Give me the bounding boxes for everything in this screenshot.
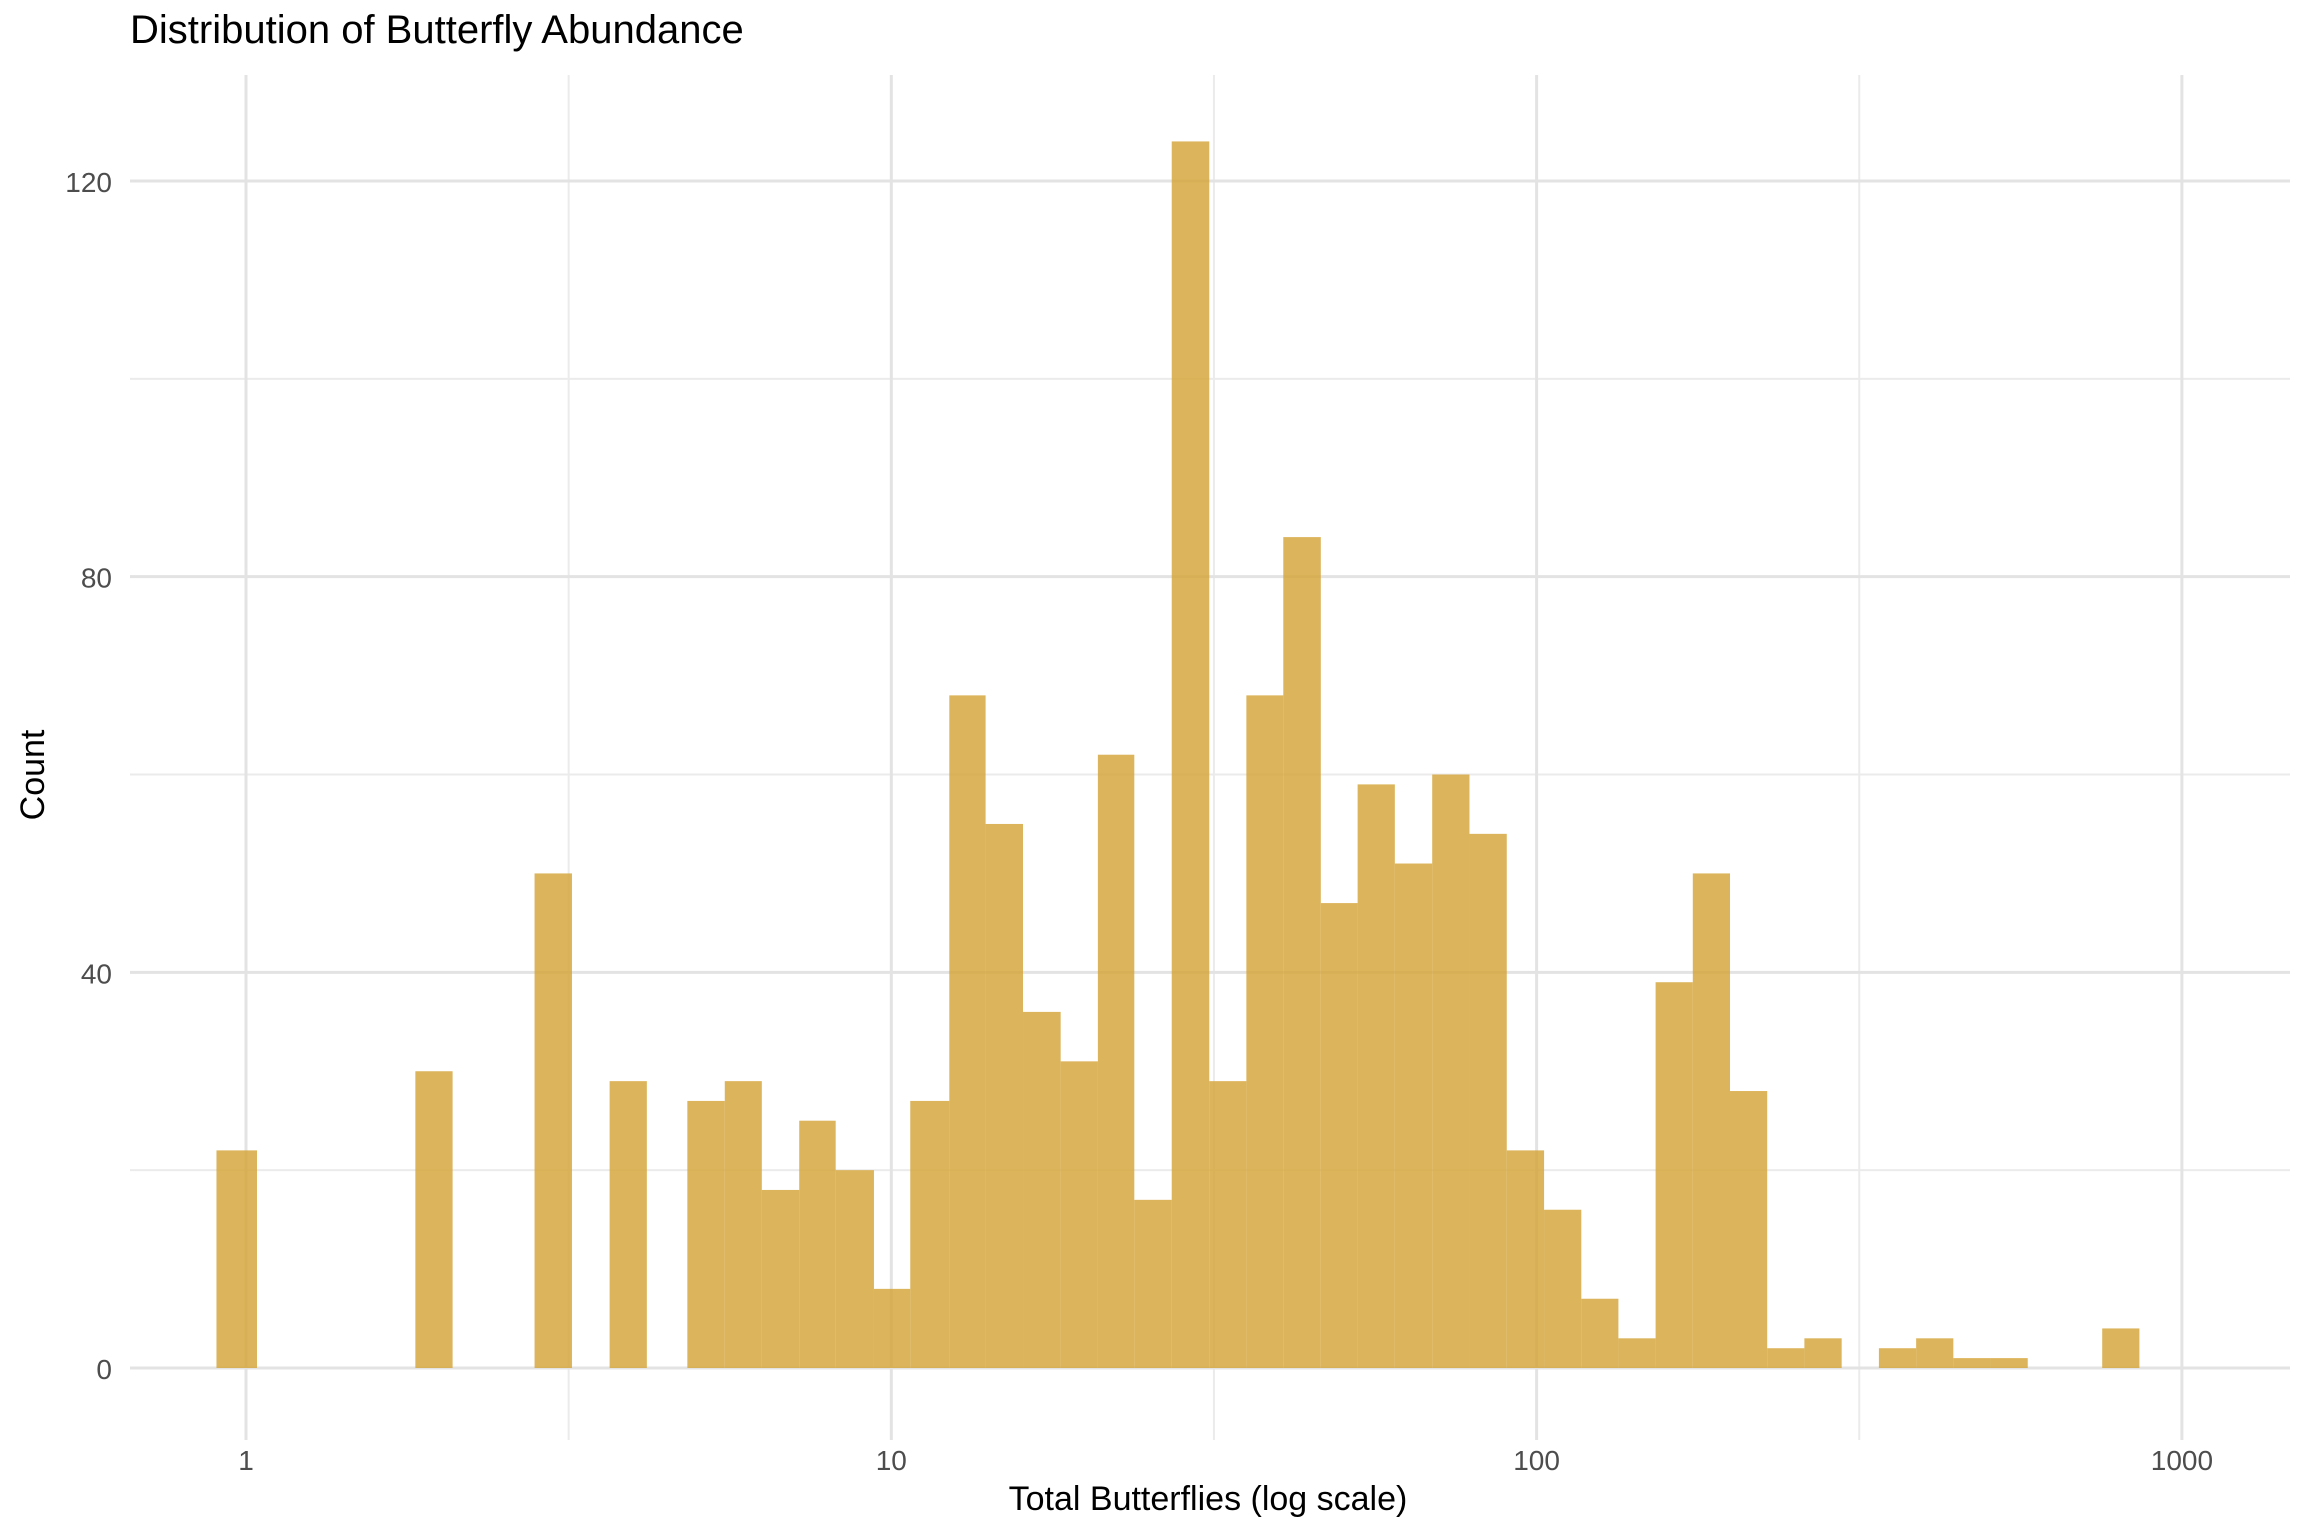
histogram-bar [985, 823, 1024, 1368]
histogram-bar [1544, 1209, 1582, 1368]
histogram-bar [1878, 1348, 1917, 1368]
histogram-bar [1283, 537, 1321, 1368]
histogram-bar [1618, 1338, 1656, 1368]
x-tick-label: 1000 [2151, 1445, 2213, 1476]
histogram-bar [1655, 982, 1693, 1368]
histogram-bar [761, 1189, 800, 1368]
histogram-bar [1432, 774, 1470, 1368]
y-tick-label: 120 [65, 167, 112, 198]
x-tick-label: 10 [876, 1445, 907, 1476]
histogram-bar [2102, 1328, 2140, 1368]
histogram-bar [1506, 1150, 1545, 1368]
histogram-bar [873, 1288, 911, 1368]
chart-title: Distribution of Butterfly Abundance [130, 8, 744, 52]
y-tick-label: 80 [81, 563, 112, 594]
histogram-bar [949, 695, 986, 1368]
x-tick-label: 1 [238, 1445, 254, 1476]
histogram-bar [1916, 1338, 1954, 1368]
histogram-bar [1246, 695, 1284, 1368]
histogram-bar [1060, 1061, 1098, 1368]
histogram-bar [1730, 1091, 1768, 1368]
histogram-bar [216, 1150, 257, 1368]
histogram-bar [1953, 1358, 1991, 1368]
x-tick-label: 100 [1513, 1445, 1560, 1476]
histogram-bar [687, 1100, 725, 1368]
histogram-bar [1581, 1298, 1619, 1368]
histogram-bar [1209, 1081, 1247, 1368]
histogram-bar [1357, 784, 1395, 1368]
histogram-bar [910, 1100, 950, 1368]
histogram-bar [1320, 903, 1358, 1368]
y-tick-labels: 0 40 80 120 [65, 167, 112, 1385]
y-tick-label: 40 [81, 958, 112, 989]
histogram-bar [534, 873, 572, 1368]
histogram-bar [724, 1081, 762, 1368]
histogram-bar [1767, 1348, 1805, 1368]
histogram-bar [415, 1071, 453, 1368]
histogram-bars [216, 141, 2140, 1368]
histogram-bar [1023, 1011, 1061, 1368]
histogram-bar [1134, 1199, 1172, 1368]
y-tick-label: 0 [96, 1354, 112, 1385]
y-axis-label: Count [14, 729, 52, 820]
histogram-bar [1469, 833, 1507, 1368]
histogram-bar [1990, 1358, 2028, 1368]
histogram-bar [1394, 863, 1433, 1368]
histogram-bar [609, 1081, 647, 1368]
histogram-bar [1692, 873, 1731, 1368]
histogram-bar [1804, 1338, 1842, 1368]
x-tick-labels: 1 10 100 1000 [238, 1445, 2213, 1476]
histogram-bar [1097, 754, 1135, 1368]
histogram-bar [1171, 141, 1210, 1368]
histogram-bar [799, 1120, 836, 1368]
histogram-bar [835, 1170, 874, 1368]
x-axis-label: Total Butterflies (log scale) [1009, 1480, 1408, 1518]
